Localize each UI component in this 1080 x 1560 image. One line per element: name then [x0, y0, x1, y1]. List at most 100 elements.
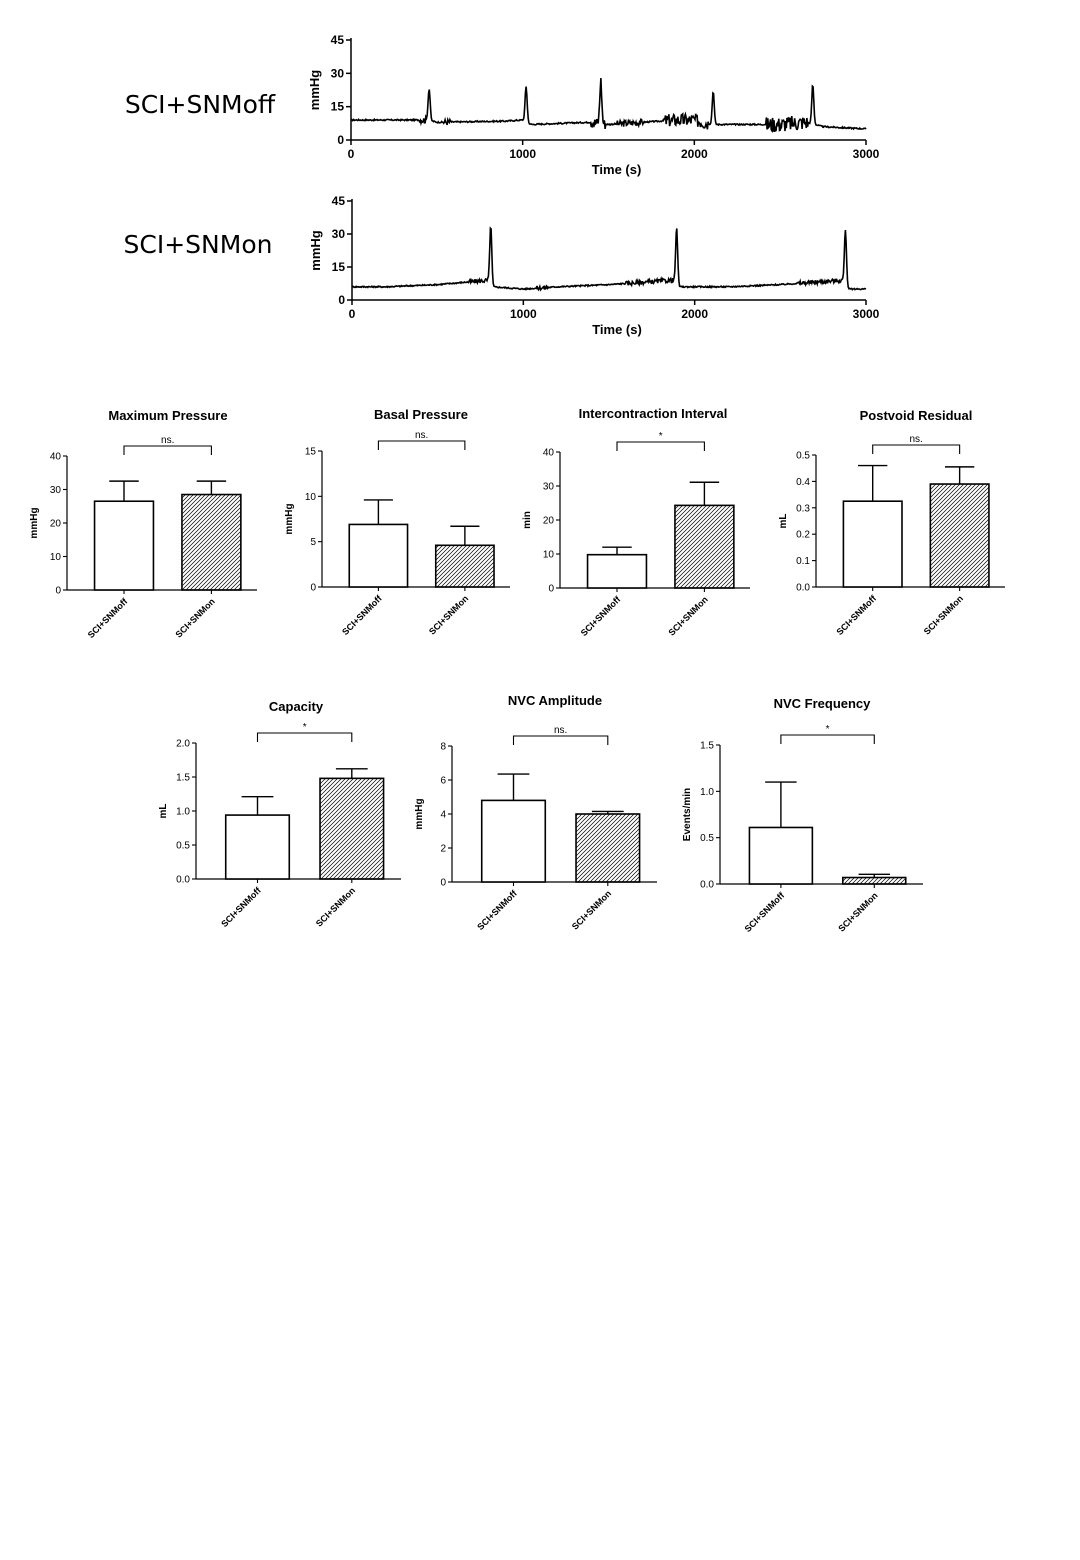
category-label: SCI+SNMoff — [219, 885, 263, 929]
bar-snmon — [181, 493, 242, 591]
category-label: SCI+SNMon — [922, 593, 965, 636]
y-axis-label: Events/min — [682, 788, 693, 841]
bar-chart-panel: Capacity 0.0 0.5 1.0 1.5 2.0 mL SCI+SNMoff SCI+S… — [158, 699, 401, 929]
category-label: SCI+SNMoff — [834, 593, 878, 637]
significance-label: ns. — [415, 430, 428, 441]
category-label: SCI+SNMon — [666, 594, 709, 637]
y-tick-label: 0 — [337, 133, 344, 147]
y-axis-label: min — [522, 511, 533, 529]
y-tick-label: 0 — [440, 878, 446, 889]
y-tick-label: 45 — [332, 194, 346, 208]
x-tick-label: 2000 — [681, 307, 708, 321]
x-tick-label: 1000 — [509, 147, 536, 161]
pressure-trace-line — [350, 78, 867, 134]
x-tick-label: 1000 — [510, 307, 537, 321]
significance-label: ns. — [909, 434, 922, 445]
y-tick-label: 40 — [543, 448, 555, 459]
chart-title: Postvoid Residual — [860, 408, 973, 423]
significance-bracket — [616, 441, 705, 451]
x-tick-label: 0 — [349, 307, 356, 321]
y-tick-label: 4 — [440, 810, 446, 821]
y-tick-label: 0 — [548, 584, 554, 595]
category-label: SCI+SNMon — [427, 593, 470, 636]
y-tick-label: 5 — [310, 537, 316, 548]
y-tick-label: 8 — [440, 742, 446, 753]
x-tick-label: 3000 — [853, 307, 880, 321]
pressure-trace-line — [351, 226, 867, 292]
y-tick-label: 0.5 — [176, 841, 190, 852]
y-tick-label: 2.0 — [176, 739, 190, 750]
bar-snmoff — [480, 799, 547, 883]
y-tick-label: 0 — [55, 586, 61, 597]
y-axis-label: mmHg — [308, 230, 323, 271]
significance-bracket — [872, 444, 961, 454]
y-axis-label: mmHg — [29, 507, 40, 538]
trace-label: SCI+SNMon — [124, 230, 273, 259]
y-tick-label: 0.5 — [796, 451, 810, 462]
significance-label: * — [826, 724, 830, 735]
chart-title: NVC Amplitude — [508, 693, 602, 708]
significance-bracket — [123, 445, 212, 455]
category-label: SCI+SNMon — [173, 596, 216, 639]
y-tick-label: 0 — [338, 293, 345, 307]
bar-chart-panel: Postvoid Residual 0.0 0.1 0.2 0.3 0.4 0.5 mL SCI… — [778, 408, 1005, 637]
bar-chart-panel: Basal Pressure 0 5 10 15 mmHg SCI+SNMoff SCI+SN… — [284, 407, 510, 637]
category-label: SCI+SNMon — [836, 890, 879, 933]
y-axis-label: mmHg — [307, 70, 322, 111]
x-axis-label: Time (s) — [592, 162, 642, 177]
chart-title: Maximum Pressure — [108, 408, 227, 423]
y-tick-label: 2 — [440, 844, 446, 855]
significance-label: ns. — [161, 435, 174, 446]
y-tick-label: 0.0 — [796, 583, 810, 594]
significance-bracket — [377, 440, 466, 450]
y-tick-label: 10 — [543, 550, 555, 561]
y-tick-label: 0.4 — [796, 477, 810, 488]
bar-snmoff — [224, 814, 291, 880]
trace-panel: SCI+SNMon 0 15 30 45 0 1000 2000 3000 Time (s) mmH… — [124, 194, 880, 337]
bar-chart-panel: Maximum Pressure 0 10 20 30 40 mmHg SCI+SNMoff S… — [29, 408, 257, 640]
y-tick-label: 40 — [50, 452, 62, 463]
y-axis-label: mL — [158, 804, 169, 819]
y-tick-label: 1.0 — [700, 787, 714, 798]
x-axis-label: Time (s) — [592, 322, 642, 337]
x-tick-label: 3000 — [853, 147, 880, 161]
bar-snmon — [434, 544, 495, 588]
y-tick-label: 0.3 — [796, 503, 810, 514]
significance-bracket — [256, 732, 353, 742]
y-tick-label: 15 — [305, 447, 317, 458]
bar-snmon — [575, 813, 641, 883]
y-tick-label: 0.0 — [700, 880, 714, 891]
trace-panel: SCI+SNMoff 0 15 30 45 0 1000 2000 3000 Time (s) mm… — [125, 33, 880, 177]
y-axis-label: mmHg — [414, 798, 425, 829]
chart-title: NVC Frequency — [774, 696, 872, 711]
category-label: SCI+SNMon — [570, 888, 613, 931]
y-tick-label: 0.2 — [796, 530, 810, 541]
category-label: SCI+SNMoff — [475, 888, 519, 932]
category-label: SCI+SNMon — [314, 885, 357, 928]
significance-label: * — [659, 431, 663, 442]
bar-snmoff — [348, 523, 409, 588]
x-tick-label: 0 — [348, 147, 355, 161]
y-tick-label: 10 — [305, 492, 317, 503]
y-tick-label: 20 — [50, 519, 62, 530]
bar-snmon — [674, 504, 735, 589]
y-tick-label: 1.5 — [700, 741, 714, 752]
y-tick-label: 20 — [543, 516, 555, 527]
category-label: SCI+SNMoff — [743, 890, 787, 934]
y-tick-label: 10 — [50, 552, 62, 563]
significance-label: ns. — [554, 725, 567, 736]
category-label: SCI+SNMoff — [340, 593, 384, 637]
category-label: SCI+SNMoff — [579, 594, 623, 638]
chart-title: Capacity — [269, 699, 324, 714]
category-label: SCI+SNMoff — [86, 596, 130, 640]
y-tick-label: 1.0 — [176, 807, 190, 818]
bar-snmon — [929, 483, 990, 588]
y-tick-label: 0 — [310, 583, 316, 594]
y-tick-label: 30 — [543, 482, 555, 493]
bar-snmon — [319, 777, 385, 880]
y-tick-label: 6 — [440, 776, 446, 787]
y-tick-label: 30 — [331, 66, 345, 80]
y-tick-label: 1.5 — [176, 773, 190, 784]
